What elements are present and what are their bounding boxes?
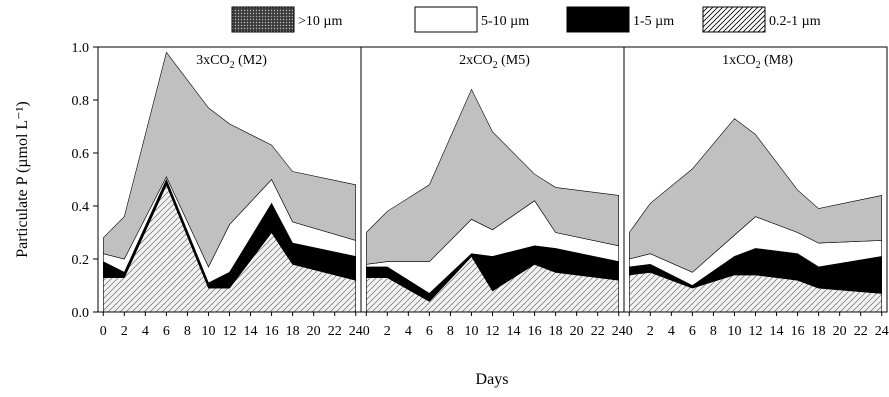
y-tick-label: 0.8	[72, 94, 90, 109]
x-tick-label: 4	[668, 324, 675, 339]
x-tick-label: 4	[142, 324, 149, 339]
x-tick-label: 0	[626, 324, 633, 339]
x-tick-label: 14	[244, 324, 258, 339]
x-tick-label: 22	[591, 324, 605, 339]
legend: >10 µm 5-10 µm 1-5 µm 0.2-1 µm	[231, 6, 821, 33]
x-tick-label: 12	[223, 324, 237, 339]
legend-swatch	[566, 6, 630, 33]
legend-swatch	[702, 6, 766, 33]
x-tick-label: 22	[328, 324, 342, 339]
x-tick-label: 0	[100, 324, 107, 339]
area-gt10um	[103, 51, 356, 268]
legend-item: 0.2-1 µm	[702, 6, 821, 33]
x-tick-label: 24	[349, 324, 363, 339]
x-axis-label: Days	[476, 371, 509, 388]
legend-item: 5-10 µm	[414, 6, 529, 33]
x-tick-label: 6	[163, 324, 170, 339]
x-tick-label: 22	[854, 324, 868, 339]
x-tick-label: 2	[647, 324, 654, 339]
x-tick-label: 20	[307, 324, 321, 339]
x-tick-label: 2	[384, 324, 391, 339]
legend-label: 1-5 µm	[633, 14, 674, 29]
x-tick-label: 16	[265, 324, 279, 339]
y-tick-label: 0.6	[72, 147, 90, 162]
legend-item: >10 µm	[231, 6, 342, 33]
x-tick-label: 12	[749, 324, 763, 339]
legend-label: 5-10 µm	[481, 14, 529, 29]
x-tick-label: 4	[405, 324, 412, 339]
legend-label: 0.2-1 µm	[769, 14, 821, 29]
x-tick-label: 20	[833, 324, 847, 339]
x-tick-label: 24	[875, 324, 889, 339]
y-tick-label: 0.2	[72, 253, 90, 268]
x-tick-label: 10	[464, 324, 478, 339]
area-gt10um	[366, 88, 619, 265]
panel-title: 2xCO2 (M5)	[459, 53, 530, 71]
x-tick-label: 6	[426, 324, 433, 339]
x-tick-label: 20	[570, 324, 584, 339]
y-tick-label: 1.0	[72, 41, 90, 56]
panel-title: 1xCO2 (M8)	[722, 53, 793, 71]
x-tick-label: 14	[770, 324, 784, 339]
legend-item: 1-5 µm	[566, 6, 674, 33]
y-axis-label: Particulate P (µmol L⁻¹)	[14, 101, 31, 258]
y-tick-label: 0.4	[72, 200, 90, 215]
axes: 0.0 0.2 0.4 0.6 0.8 1.0 Particulate P (µmol L⁻…	[14, 41, 508, 388]
x-tick-label: 10	[201, 324, 215, 339]
area-gt10um	[629, 118, 882, 273]
legend-swatch	[231, 6, 295, 33]
x-tick-label: 18	[286, 324, 300, 339]
y-tick-label: 0.0	[72, 306, 90, 321]
x-tick-label: 6	[689, 324, 696, 339]
x-tick-label: 10	[727, 324, 741, 339]
x-tick-label: 8	[710, 324, 717, 339]
x-tick-label: 12	[486, 324, 500, 339]
x-tick-label: 24	[612, 324, 626, 339]
x-tick-label: 16	[791, 324, 805, 339]
x-tick-label: 16	[528, 324, 542, 339]
x-tick-label: 8	[447, 324, 454, 339]
legend-swatch	[414, 6, 478, 33]
x-tick-label: 8	[184, 324, 191, 339]
x-tick-label: 18	[812, 324, 826, 339]
x-tick-label: 2	[121, 324, 128, 339]
legend-label: >10 µm	[298, 14, 342, 29]
x-tick-label: 14	[507, 324, 521, 339]
x-tick-label: 18	[549, 324, 563, 339]
x-tick-label: 0	[363, 324, 370, 339]
panel-title: 3xCO2 (M2)	[196, 53, 267, 71]
panel-3: 1xCO2 (M8)0 2 4 6 8 10 12 14 16 18 20 22 24	[623, 46, 889, 339]
panel-2: 2xCO2 (M5)0 2 4 6 8 10 12 14 16 18 20 22 24	[360, 46, 626, 339]
panel-1: 3xCO2 (M2)0 2 4 6 8 10 12 14 16 18 20 22 24	[97, 46, 363, 339]
